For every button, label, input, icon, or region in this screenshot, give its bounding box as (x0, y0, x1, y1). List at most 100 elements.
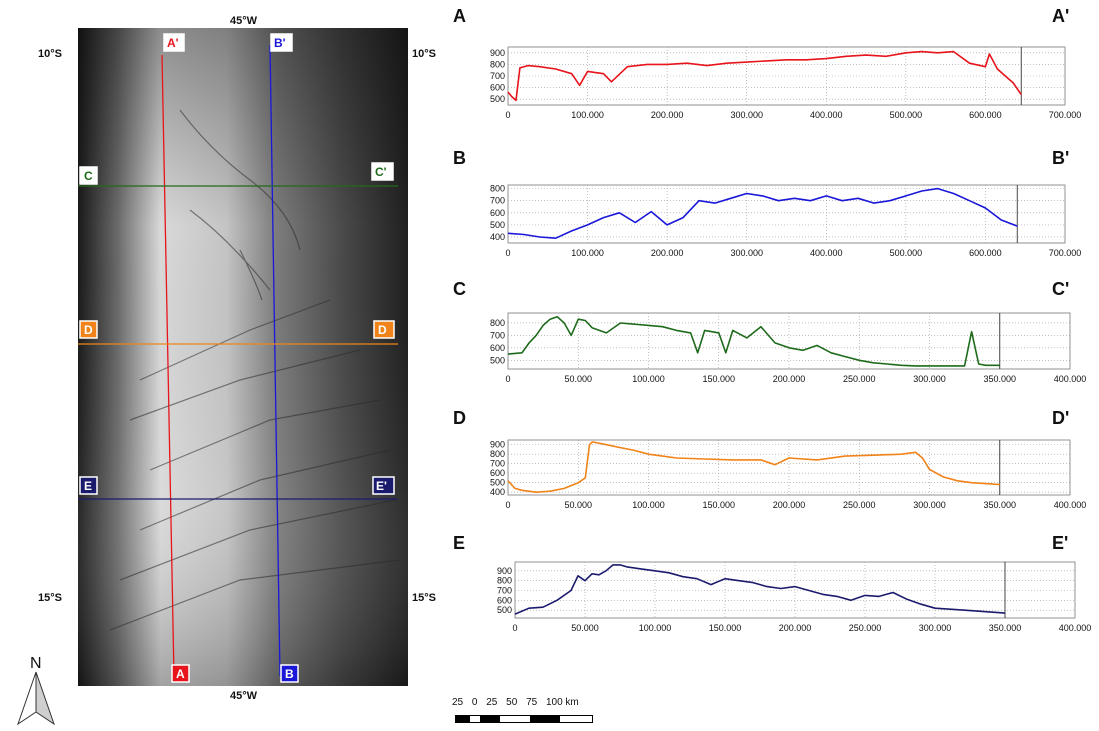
svg-text:D: D (84, 323, 93, 337)
x-tick-label: 50.000 (564, 500, 592, 510)
x-tick-label: 400.000 (1059, 623, 1092, 633)
elevation-map: 45°W 45°W 10°S 10°S 15°S 15°S A' A B' B … (17, 15, 436, 726)
x-tick-label: 100.000 (639, 623, 672, 633)
x-tick-label: 300.000 (913, 500, 946, 510)
svg-text:C': C' (375, 165, 387, 179)
y-tick-label: 700 (490, 196, 505, 206)
lat-label-bottom-left: 15°S (38, 592, 62, 604)
x-tick-label: 50.000 (564, 374, 592, 384)
x-tick-label: 150.000 (702, 500, 735, 510)
y-tick-label: 400 (490, 232, 505, 242)
x-tick-label: 300.000 (730, 248, 763, 258)
x-tick-label: 50.000 (571, 623, 599, 633)
lat-label-top-left: 10°S (38, 48, 62, 60)
y-tick-label: 900 (490, 48, 505, 58)
x-tick-label: 300.000 (730, 110, 763, 120)
plot-area-b (507, 184, 1066, 244)
profile-end-label-d: D' (1052, 408, 1069, 428)
map-label-b-start: B (280, 664, 299, 683)
profile-end-label-b: B' (1052, 148, 1069, 168)
x-tick-label: 400.000 (810, 110, 843, 120)
y-tick-label: 700 (490, 330, 505, 340)
x-tick-label: 0 (505, 500, 510, 510)
x-tick-label: 0 (505, 374, 510, 384)
y-tick-label: 600 (490, 83, 505, 93)
x-tick-label: 600.000 (969, 248, 1002, 258)
y-tick-label: 600 (490, 343, 505, 353)
x-tick-label: 250.000 (849, 623, 882, 633)
drainage-pattern (109, 109, 401, 631)
y-tick-label: 900 (490, 440, 505, 450)
svg-text:E: E (84, 479, 92, 493)
map-label-c-end: C' (371, 162, 394, 181)
y-tick-label: 800 (490, 59, 505, 69)
map-label-a-end: A' (163, 33, 185, 52)
x-tick-label: 0 (512, 623, 517, 633)
map-label-d-start: D (79, 320, 98, 339)
y-tick-label: 600 (490, 208, 505, 218)
profile-end-label-c: C' (1052, 279, 1069, 299)
y-tick-label: 700 (490, 71, 505, 81)
profile-start-label-c: C (453, 279, 466, 299)
profile-start-label-b: B (453, 148, 466, 168)
x-tick-label: 100.000 (632, 500, 665, 510)
x-tick-label: 500.000 (890, 110, 923, 120)
x-tick-label: 200.000 (779, 623, 812, 633)
y-tick-label: 800 (497, 576, 512, 586)
x-tick-label: 200.000 (651, 248, 684, 258)
y-tick-label: 900 (497, 566, 512, 576)
x-tick-label: 100.000 (571, 248, 604, 258)
map-label-e-end: E' (372, 476, 395, 495)
y-tick-label: 500 (490, 94, 505, 104)
y-tick-label: 500 (490, 220, 505, 230)
section-line-a (161, 54, 175, 677)
y-tick-label: 700 (490, 459, 505, 469)
north-arrow-icon: N (17, 655, 55, 726)
profile-start-label-d: D (453, 408, 466, 428)
profile-line-d (507, 441, 1000, 494)
x-tick-label: 100.000 (632, 374, 665, 384)
x-tick-label: 350.000 (983, 374, 1016, 384)
svg-text:N: N (30, 655, 42, 672)
x-tick-label: 350.000 (989, 623, 1022, 633)
x-tick-label: 0 (505, 248, 510, 258)
x-tick-label: 250.000 (843, 374, 876, 384)
svg-text:C: C (84, 169, 93, 183)
lat-label-top-right: 10°S (412, 48, 436, 60)
plot-area-a (507, 46, 1066, 106)
x-tick-label: 700.000 (1049, 110, 1082, 120)
profile-line-e (514, 564, 1006, 615)
x-tick-label: 300.000 (913, 374, 946, 384)
y-tick-label: 600 (497, 595, 512, 605)
y-tick-label: 800 (490, 449, 505, 459)
svg-text:A: A (176, 667, 185, 681)
x-tick-label: 200.000 (773, 500, 806, 510)
profile-start-label-a: A (453, 6, 466, 26)
x-tick-label: 600.000 (969, 110, 1002, 120)
map-label-b-end: B' (270, 33, 293, 52)
x-tick-label: 400.000 (810, 248, 843, 258)
profile-chart-c: C C' 500 600 700 800 0 50.000 100.000 150.000 200.… (453, 279, 1086, 384)
lon-label-top: 45°W (230, 15, 258, 27)
x-tick-label: 150.000 (709, 623, 742, 633)
x-tick-label: 400.000 (1054, 374, 1087, 384)
map-label-e-start: E (79, 476, 98, 495)
x-tick-label: 150.000 (702, 374, 735, 384)
y-tick-label: 700 (497, 585, 512, 595)
x-tick-label: 350.000 (983, 500, 1016, 510)
profile-chart-b: B B' 400 500 600 700 800 0 100.000 200.000 300.000… (453, 148, 1081, 258)
x-tick-label: 700.000 (1049, 248, 1082, 258)
x-tick-label: 500.000 (890, 248, 923, 258)
profile-line-a (507, 50, 1022, 102)
svg-text:E': E' (376, 479, 387, 493)
profile-end-label-a: A' (1052, 6, 1069, 26)
map-label-c-start: C (79, 166, 98, 185)
map-label-d-end: D (373, 320, 395, 339)
y-tick-label: 500 (490, 355, 505, 365)
x-tick-label: 400.000 (1054, 500, 1087, 510)
profile-line-c (507, 315, 1000, 367)
y-tick-label: 500 (497, 605, 512, 615)
x-tick-label: 200.000 (651, 110, 684, 120)
